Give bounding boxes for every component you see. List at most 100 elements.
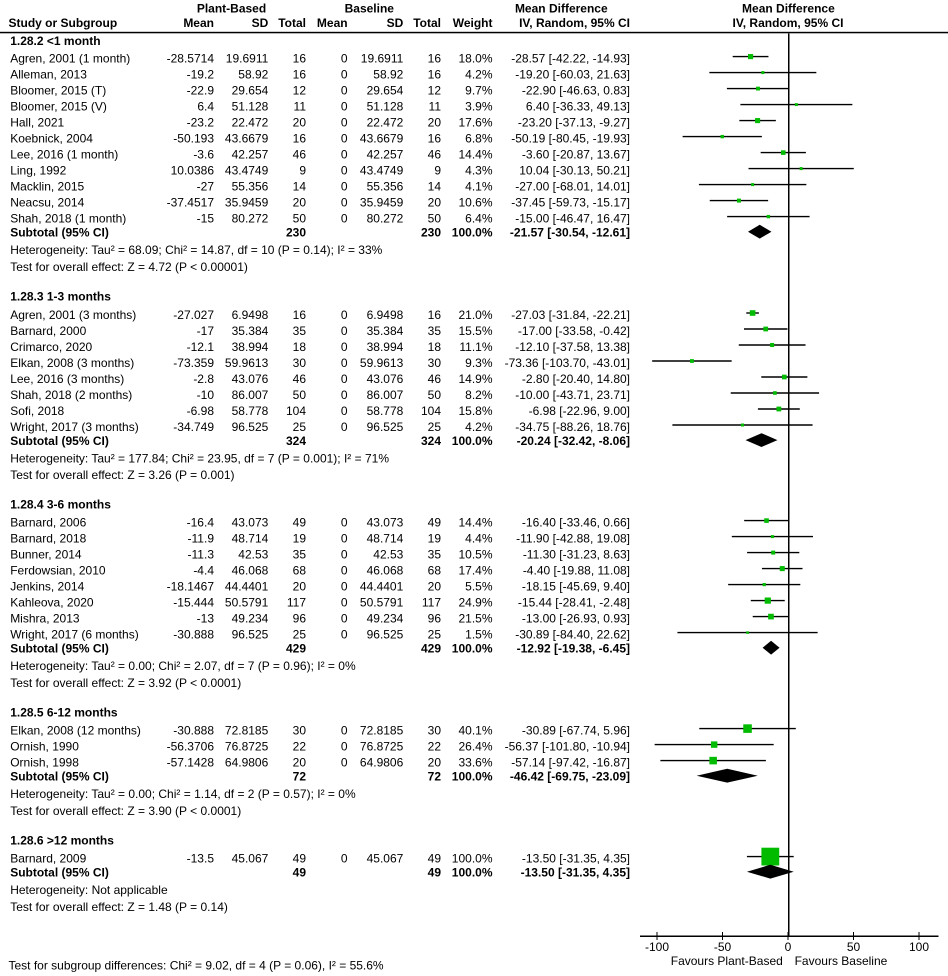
- svg-text:Barnard, 2000: Barnard, 2000: [10, 324, 86, 338]
- svg-text:-18.15 [-45.69, 9.40]: -18.15 [-45.69, 9.40]: [522, 580, 630, 594]
- svg-text:35.384: 35.384: [232, 324, 269, 338]
- svg-text:0: 0: [341, 132, 348, 146]
- svg-text:324: 324: [421, 434, 441, 448]
- svg-text:20: 20: [428, 756, 442, 770]
- svg-text:-22.9: -22.9: [187, 84, 215, 98]
- svg-text:21.5%: 21.5%: [458, 612, 492, 626]
- svg-text:19.6911: 19.6911: [226, 52, 269, 66]
- svg-text:Test for overall effect: Z = 3: Test for overall effect: Z = 3.92 (P < 0…: [10, 676, 241, 690]
- svg-text:76.8725: 76.8725: [360, 740, 404, 754]
- svg-text:6.8%: 6.8%: [465, 132, 493, 146]
- svg-text:Alleman, 2013: Alleman, 2013: [10, 68, 87, 82]
- svg-text:68: 68: [293, 564, 307, 578]
- svg-text:117: 117: [287, 596, 306, 610]
- svg-text:Macklin, 2015: Macklin, 2015: [10, 180, 84, 194]
- svg-text:50: 50: [428, 388, 442, 402]
- svg-text:-28.57 [-42.22, -14.93]: -28.57 [-42.22, -14.93]: [511, 52, 630, 66]
- svg-text:43.6679: 43.6679: [225, 132, 269, 146]
- svg-text:Barnard, 2009: Barnard, 2009: [10, 852, 86, 866]
- svg-text:-73.36 [-103.70, -43.01]: -73.36 [-103.70, -43.01]: [505, 356, 630, 370]
- svg-text:59.9613: 59.9613: [360, 356, 404, 370]
- svg-text:45.067: 45.067: [367, 852, 404, 866]
- svg-text:25: 25: [428, 420, 442, 434]
- svg-text:76.8725: 76.8725: [225, 740, 269, 754]
- svg-text:Heterogeneity: Tau² = 177.84;: Heterogeneity: Tau² = 177.84; Chi² = 23.…: [10, 452, 389, 466]
- svg-text:64.9806: 64.9806: [360, 756, 404, 770]
- svg-text:100.0%: 100.0%: [452, 434, 493, 448]
- svg-text:0: 0: [341, 68, 348, 82]
- svg-text:Favours Baseline: Favours Baseline: [795, 954, 888, 968]
- svg-text:-30.888: -30.888: [173, 724, 214, 738]
- svg-text:-10: -10: [197, 388, 215, 402]
- svg-text:Lee, 2016 (1 month): Lee, 2016 (1 month): [10, 148, 118, 162]
- svg-text:0: 0: [341, 724, 348, 738]
- svg-text:230: 230: [286, 226, 306, 240]
- svg-text:46: 46: [428, 372, 442, 386]
- svg-text:38.994: 38.994: [367, 340, 404, 354]
- svg-text:9: 9: [434, 164, 441, 178]
- svg-text:5.5%: 5.5%: [465, 580, 493, 594]
- svg-text:14.4%: 14.4%: [458, 516, 492, 530]
- svg-text:0: 0: [341, 340, 348, 354]
- svg-text:Heterogeneity: Tau² = 0.00; Ch: Heterogeneity: Tau² = 0.00; Chi² = 1.14,…: [10, 787, 356, 801]
- svg-text:9: 9: [299, 164, 306, 178]
- svg-text:86.007: 86.007: [367, 388, 404, 402]
- svg-text:0: 0: [341, 756, 348, 770]
- svg-text:14.9%: 14.9%: [458, 372, 492, 386]
- svg-text:20: 20: [293, 196, 307, 210]
- svg-text:Subtotal (95% CI): Subtotal (95% CI): [10, 770, 109, 784]
- svg-text:46.068: 46.068: [232, 564, 269, 578]
- svg-text:72: 72: [428, 770, 442, 784]
- svg-text:8.2%: 8.2%: [465, 388, 493, 402]
- svg-text:14: 14: [428, 180, 442, 194]
- svg-text:-15.44 [-28.41, -2.48]: -15.44 [-28.41, -2.48]: [518, 596, 630, 610]
- svg-text:30: 30: [293, 724, 307, 738]
- svg-text:117: 117: [422, 596, 441, 610]
- svg-text:-23.2: -23.2: [187, 116, 215, 130]
- svg-text:Plant-Based: Plant-Based: [197, 1, 266, 15]
- svg-text:1.5%: 1.5%: [465, 628, 493, 642]
- svg-text:35.384: 35.384: [367, 324, 404, 338]
- svg-text:80.272: 80.272: [232, 212, 269, 226]
- svg-text:45.067: 45.067: [232, 852, 269, 866]
- svg-text:Subtotal (95% CI): Subtotal (95% CI): [10, 642, 109, 656]
- svg-text:58.92: 58.92: [373, 68, 403, 82]
- svg-text:43.073: 43.073: [367, 516, 404, 530]
- svg-text:Subtotal (95% CI): Subtotal (95% CI): [10, 434, 109, 448]
- svg-text:Ferdowsian, 2010: Ferdowsian, 2010: [10, 564, 106, 578]
- svg-text:Shah, 2018 (2 months): Shah, 2018 (2 months): [10, 388, 132, 402]
- svg-text:4.1%: 4.1%: [465, 180, 493, 194]
- svg-text:43.6679: 43.6679: [360, 132, 404, 146]
- svg-text:25: 25: [293, 420, 307, 434]
- svg-text:Kahleova, 2020: Kahleova, 2020: [10, 596, 94, 610]
- svg-text:49.234: 49.234: [232, 612, 269, 626]
- svg-text:46: 46: [293, 148, 307, 162]
- svg-text:-19.20 [-60.03, 21.63]: -19.20 [-60.03, 21.63]: [515, 68, 630, 82]
- svg-text:-6.98: -6.98: [187, 404, 215, 418]
- svg-text:-4.40 [-19.88, 11.08]: -4.40 [-19.88, 11.08]: [523, 564, 630, 578]
- svg-text:Bloomer, 2015 (V): Bloomer, 2015 (V): [10, 100, 107, 114]
- svg-text:-16.40 [-33.46, 0.66]: -16.40 [-33.46, 0.66]: [522, 516, 630, 530]
- svg-text:20: 20: [293, 116, 307, 130]
- svg-text:6.4: 6.4: [197, 100, 214, 114]
- svg-text:17.6%: 17.6%: [458, 116, 492, 130]
- svg-text:-3.6: -3.6: [193, 148, 214, 162]
- svg-text:-17.00 [-33.58, -0.42]: -17.00 [-33.58, -0.42]: [518, 324, 630, 338]
- svg-text:43.073: 43.073: [232, 516, 269, 530]
- svg-text:-18.1467: -18.1467: [167, 580, 215, 594]
- svg-text:-100: -100: [645, 940, 669, 954]
- svg-text:58.778: 58.778: [367, 404, 404, 418]
- svg-text:Barnard, 2006: Barnard, 2006: [10, 516, 86, 530]
- svg-text:26.4%: 26.4%: [458, 740, 492, 754]
- svg-text:0: 0: [341, 388, 348, 402]
- svg-text:49: 49: [293, 866, 307, 880]
- svg-text:Subtotal (95% CI): Subtotal (95% CI): [10, 226, 109, 240]
- svg-text:96.525: 96.525: [232, 628, 269, 642]
- svg-text:29.654: 29.654: [232, 84, 269, 98]
- svg-text:104: 104: [286, 404, 306, 418]
- svg-text:16: 16: [428, 68, 442, 82]
- svg-text:-11.30 [-31.23, 8.63]: -11.30 [-31.23, 8.63]: [523, 548, 630, 562]
- svg-text:-15.444: -15.444: [173, 596, 214, 610]
- svg-text:72.8185: 72.8185: [360, 724, 404, 738]
- svg-text:96: 96: [428, 612, 442, 626]
